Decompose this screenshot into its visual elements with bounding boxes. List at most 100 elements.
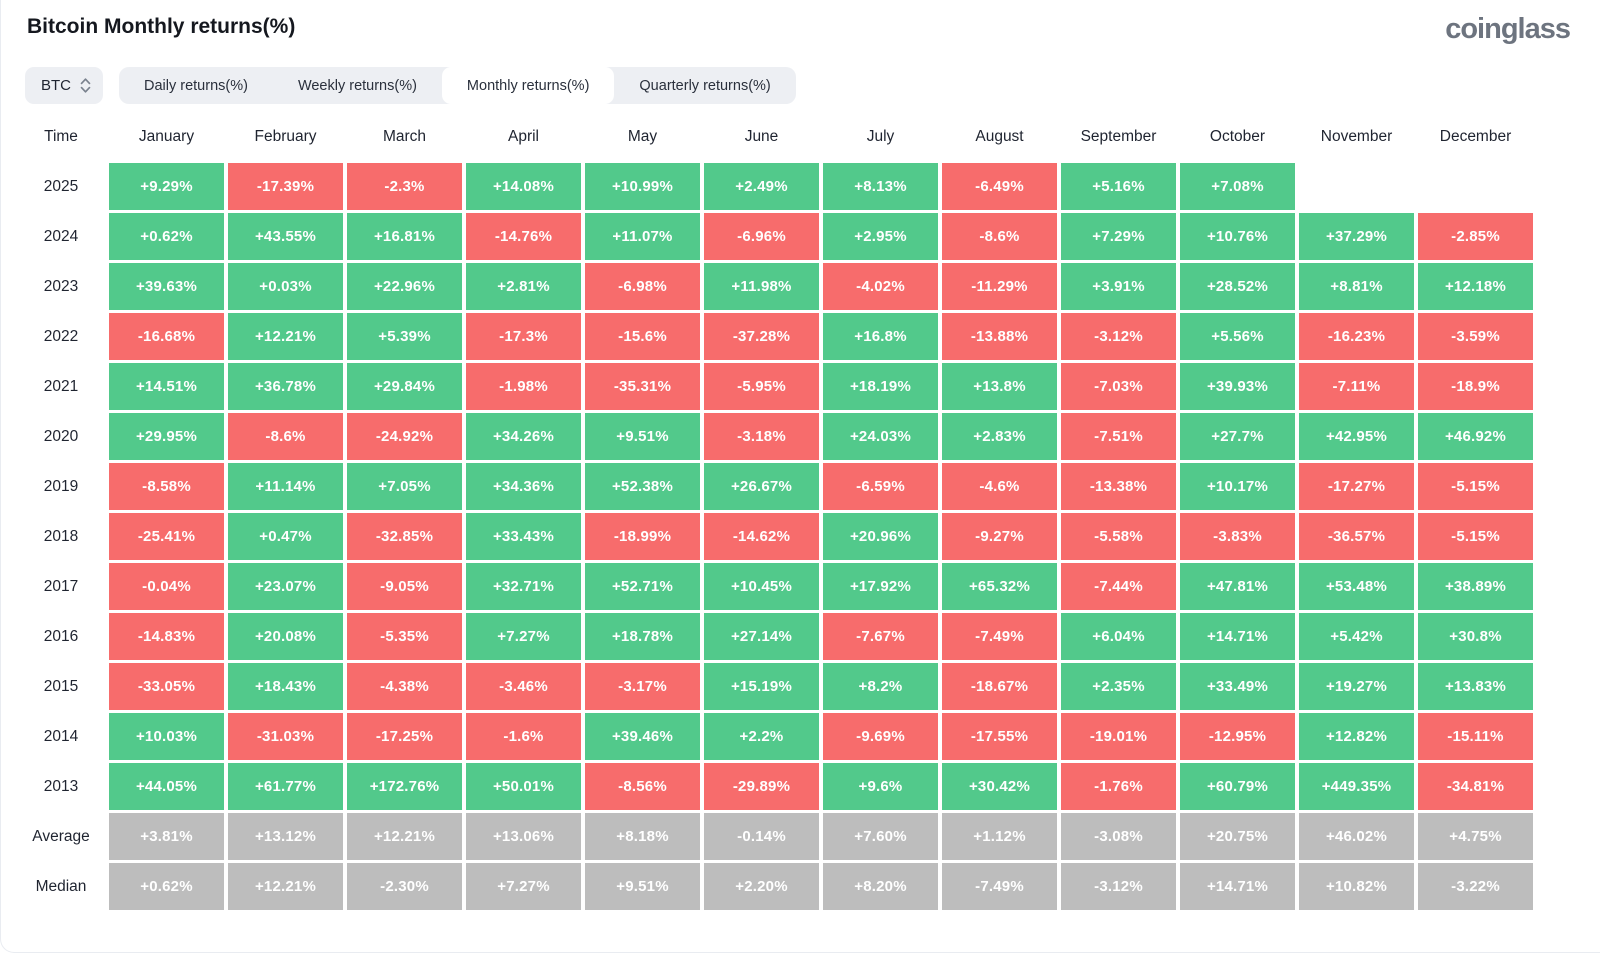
return-cell: -3.18% <box>704 413 819 460</box>
return-cell: -14.62% <box>704 513 819 560</box>
return-cell: -16.23% <box>1299 313 1414 360</box>
return-cell: -8.58% <box>109 463 224 510</box>
return-cell: -31.03% <box>228 713 343 760</box>
return-cell: -18.67% <box>942 663 1057 710</box>
return-cell: +24.03% <box>823 413 938 460</box>
column-header-june: June <box>744 127 779 145</box>
return-cell: +39.93% <box>1180 363 1295 410</box>
return-cell: +0.62% <box>109 863 224 910</box>
controls-bar: BTC Daily returns(%) Weekly returns(%) Mon… <box>25 67 1600 104</box>
return-cell: -17.27% <box>1299 463 1414 510</box>
return-cell: +7.08% <box>1180 163 1295 210</box>
return-cell: +13.06% <box>466 813 581 860</box>
tab-monthly-returns[interactable]: Monthly returns(%) <box>441 67 615 104</box>
return-cell: +3.91% <box>1061 263 1176 310</box>
return-cell: +53.48% <box>1299 563 1414 610</box>
row-label-: 2013 <box>43 777 79 795</box>
return-cell: +7.27% <box>466 613 581 660</box>
return-cell: -37.28% <box>704 313 819 360</box>
return-cell: +15.19% <box>704 663 819 710</box>
column-header-april: April <box>507 127 539 145</box>
column-header-october: October <box>1209 127 1266 145</box>
return-cell: +27.14% <box>704 613 819 660</box>
return-cell: +10.17% <box>1180 463 1295 510</box>
return-cell: +10.76% <box>1180 213 1295 260</box>
return-cell: +47.81% <box>1180 563 1295 610</box>
return-cell: +7.29% <box>1061 213 1176 260</box>
return-cell: +11.14% <box>228 463 343 510</box>
return-cell: +18.19% <box>823 363 938 410</box>
return-cell: +8.2% <box>823 663 938 710</box>
row-label-average: Average <box>32 827 90 845</box>
return-cell: +2.35% <box>1061 663 1176 710</box>
return-cell: +33.43% <box>466 513 581 560</box>
return-cell: +172.76% <box>347 763 462 810</box>
row-label-: 2020 <box>43 427 79 445</box>
return-cell: +9.29% <box>109 163 224 210</box>
coin-select[interactable]: BTC <box>25 67 103 104</box>
return-cell: +30.42% <box>942 763 1057 810</box>
column-header-december: December <box>1439 127 1512 145</box>
return-cell: -7.11% <box>1299 363 1414 410</box>
return-cell: +10.03% <box>109 713 224 760</box>
return-cell: +14.71% <box>1180 613 1295 660</box>
return-cell: +32.71% <box>466 563 581 610</box>
page-title: Bitcoin Monthly returns(%) <box>27 15 296 38</box>
return-cell: -13.38% <box>1061 463 1176 510</box>
interval-tabs: Daily returns(%) Weekly returns(%) Monthly… <box>119 67 796 104</box>
coinglass-logo: coinglass <box>1445 13 1571 45</box>
column-header-time: Time <box>44 127 78 145</box>
return-cell: -7.49% <box>942 613 1057 660</box>
return-cell: +39.46% <box>585 713 700 760</box>
return-cell: +30.8% <box>1418 613 1533 660</box>
return-cell: +46.02% <box>1299 813 1414 860</box>
return-cell: -3.08% <box>1061 813 1176 860</box>
return-cell: +5.56% <box>1180 313 1295 360</box>
return-cell: +9.51% <box>585 863 700 910</box>
tab-daily-returns[interactable]: Daily returns(%) <box>144 77 248 94</box>
return-cell: -6.98% <box>585 263 700 310</box>
tab-quarterly-returns[interactable]: Quarterly returns(%) <box>639 77 771 94</box>
return-cell: +13.8% <box>942 363 1057 410</box>
return-cell: -4.02% <box>823 263 938 310</box>
column-header-september: September <box>1080 127 1157 145</box>
column-header-march: March <box>382 127 427 145</box>
return-cell: +0.47% <box>228 513 343 560</box>
return-cell: -13.88% <box>942 313 1057 360</box>
return-cell: +2.95% <box>823 213 938 260</box>
return-cell: +36.78% <box>228 363 343 410</box>
row-label-: 2018 <box>43 527 79 545</box>
return-cell: +6.04% <box>1061 613 1176 660</box>
return-cell: -5.58% <box>1061 513 1176 560</box>
return-cell: +9.51% <box>585 413 700 460</box>
topbar: Bitcoin Monthly returns(%) coinglass <box>1 0 1600 44</box>
return-cell: -34.81% <box>1418 763 1533 810</box>
return-cell: +14.08% <box>466 163 581 210</box>
return-cell: +2.49% <box>704 163 819 210</box>
return-cell: -6.49% <box>942 163 1057 210</box>
return-cell: +46.92% <box>1418 413 1533 460</box>
return-cell: +14.71% <box>1180 863 1295 910</box>
return-cell: +16.81% <box>347 213 462 260</box>
return-cell: +42.95% <box>1299 413 1414 460</box>
return-cell: +29.84% <box>347 363 462 410</box>
return-cell: -5.15% <box>1418 463 1533 510</box>
return-cell: -0.04% <box>109 563 224 610</box>
row-label-: 2019 <box>43 477 79 495</box>
return-cell: +11.07% <box>585 213 700 260</box>
return-cell: +65.32% <box>942 563 1057 610</box>
return-cell: +14.51% <box>109 363 224 410</box>
return-cell: -9.27% <box>942 513 1057 560</box>
return-cell: -15.6% <box>585 313 700 360</box>
return-cell: +8.13% <box>823 163 938 210</box>
return-cell: +61.77% <box>228 763 343 810</box>
return-cell: +28.52% <box>1180 263 1295 310</box>
return-cell: -7.51% <box>1061 413 1176 460</box>
return-cell: +7.27% <box>466 863 581 910</box>
return-cell: -5.15% <box>1418 513 1533 560</box>
column-header-february: February <box>254 127 317 145</box>
return-cell: -5.95% <box>704 363 819 410</box>
tab-weekly-returns[interactable]: Weekly returns(%) <box>297 77 417 94</box>
return-cell: -17.3% <box>466 313 581 360</box>
